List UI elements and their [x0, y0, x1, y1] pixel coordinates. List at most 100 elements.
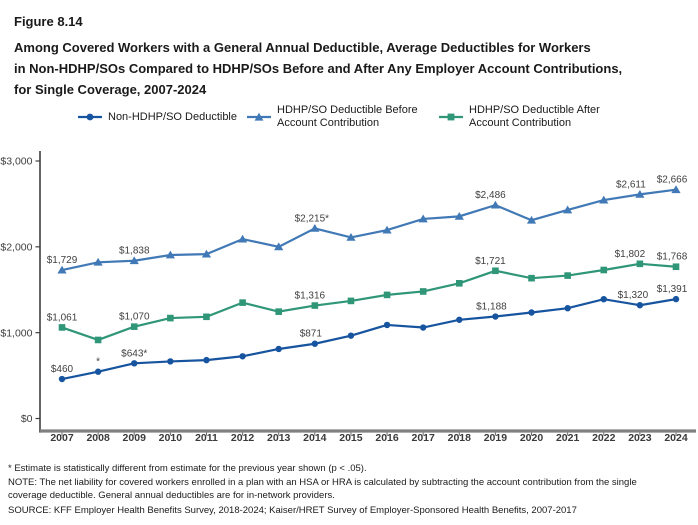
deductibles-line-chart: $3,000 $2,000 $1,000 $0 2007 2008 2009 2010 2011… — [0, 151, 696, 444]
series-line — [61, 188, 677, 272]
data-label: $1,320 — [618, 290, 649, 301]
x-tick-label: 2017 — [411, 432, 435, 444]
data-point — [599, 195, 609, 204]
data-point — [528, 274, 535, 282]
data-point — [636, 260, 644, 268]
x-tick-label: 2011 — [195, 432, 218, 444]
data-point — [167, 314, 174, 322]
data-point — [275, 345, 282, 353]
data-point — [237, 234, 248, 243]
x-tick-label: 2009 — [123, 432, 147, 444]
data-point — [201, 249, 212, 258]
legend: Non-HDHP/SO Deductible HDHP/SO Deductibl… — [0, 104, 698, 130]
legend-item-non-hdhp-so-deductible: Non-HDHP/SO Deductible — [77, 111, 237, 124]
data-point — [383, 291, 391, 299]
data-point — [382, 225, 392, 234]
data-point — [456, 316, 463, 323]
data-label: $871 — [300, 329, 323, 340]
x-tick-label: 2021 — [556, 432, 580, 444]
data-label: $2,666 — [657, 175, 688, 186]
data-point — [490, 200, 501, 209]
figure-title-line-3: for Single Coverage, 2007-2024 — [14, 82, 207, 97]
data-label: $1,316 — [295, 291, 326, 302]
series-hdhp-so-deductible-after-account-contribution: $1,061 $1,070 $1,316 $1,721 $1,802 $1,768 — [47, 249, 688, 344]
legend-label-hdhp-so-after: HDHP/SO Deductible After Account Contrib… — [469, 104, 600, 129]
data-point — [383, 321, 391, 329]
data-label: $2,611 — [616, 179, 646, 190]
data-label: $643* — [121, 348, 147, 359]
data-point — [564, 272, 571, 279]
figure-title: Among Covered Workers with a General Ann… — [14, 37, 622, 100]
data-point — [672, 295, 680, 303]
line-square-marker-icon — [439, 113, 463, 121]
data-label: $1,729 — [47, 255, 78, 266]
footnote-note: NOTE: The net liability for covered work… — [8, 477, 637, 502]
data-point — [564, 305, 571, 312]
data-point — [311, 302, 319, 309]
data-point — [600, 295, 607, 303]
data-label: $1,802 — [615, 249, 646, 260]
x-tick-label: 2013 — [267, 432, 291, 444]
data-point — [526, 215, 537, 224]
figure-number: Figure 8.14 — [14, 14, 83, 29]
x-tick-label: 2015 — [339, 432, 363, 444]
data-point — [94, 336, 102, 344]
figure-title-line-2: in Non-HDHP/SOs Compared to HDHP/SOs Bef… — [14, 61, 623, 76]
data-point — [418, 214, 428, 223]
data-point — [93, 257, 103, 266]
data-point — [563, 205, 573, 214]
footnotes: * Estimate is statistically different fr… — [8, 462, 656, 518]
data-point — [167, 358, 174, 365]
x-tick-label: 2012 — [231, 432, 255, 444]
line-triangle-marker-icon — [247, 112, 271, 121]
y-tick-label: $1,000 — [0, 327, 32, 339]
data-point — [636, 302, 644, 309]
data-point — [203, 313, 210, 321]
data-point — [203, 356, 210, 364]
y-tick-label: $3,000 — [0, 156, 32, 168]
data-label: $1,188 — [476, 302, 507, 313]
x-tick-label: 2010 — [159, 432, 183, 444]
data-point — [347, 332, 355, 339]
data-point — [58, 324, 66, 331]
data-point — [347, 297, 355, 305]
series-line — [61, 298, 677, 381]
x-tick-label: 2008 — [86, 432, 110, 444]
data-point — [58, 375, 66, 383]
legend-label-hdhp-so-before: HDHP/SO Deductible Before Account Contri… — [277, 104, 418, 129]
x-tick-label: 2007 — [50, 432, 74, 444]
x-tick-label: 2020 — [520, 432, 544, 444]
y-tick-label: $2,000 — [0, 241, 32, 253]
data-label: $1,838 — [119, 246, 150, 257]
data-point — [274, 242, 284, 251]
line-circle-marker-icon — [78, 113, 102, 121]
footnote-significance: * Estimate is statistically different fr… — [8, 463, 367, 474]
data-point — [131, 360, 138, 367]
data-label: $460 — [51, 364, 74, 375]
series-line — [61, 262, 677, 342]
data-label: $1,391 — [657, 284, 688, 295]
y-tick-label: $0 — [21, 413, 33, 425]
x-tick-label: 2019 — [484, 432, 508, 444]
data-point — [239, 353, 246, 360]
data-label: $2,486 — [475, 190, 506, 201]
data-point — [672, 263, 680, 271]
data-point — [239, 299, 246, 306]
data-label: $1,768 — [657, 252, 688, 263]
series-non-hdhp-so-deductible: $460 * $643* $871 $1,188 $1,320 $1,391 — [51, 284, 688, 383]
data-point — [419, 288, 427, 295]
x-tick-label: 2022 — [592, 432, 616, 444]
legend-item-hdhp-so-before: HDHP/SO Deductible Before Account Contri… — [246, 104, 429, 130]
data-point — [94, 368, 102, 375]
data-label: $1,061 — [47, 312, 78, 323]
x-tick-label: 2018 — [448, 432, 472, 444]
x-tick-label: 2014 — [303, 432, 327, 444]
data-label: * — [96, 357, 100, 368]
data-label: $1,070 — [119, 312, 150, 323]
data-point — [346, 232, 356, 241]
data-point — [528, 309, 535, 316]
data-label: $2,215* — [295, 213, 330, 224]
data-point — [419, 324, 427, 331]
data-point — [57, 265, 67, 274]
